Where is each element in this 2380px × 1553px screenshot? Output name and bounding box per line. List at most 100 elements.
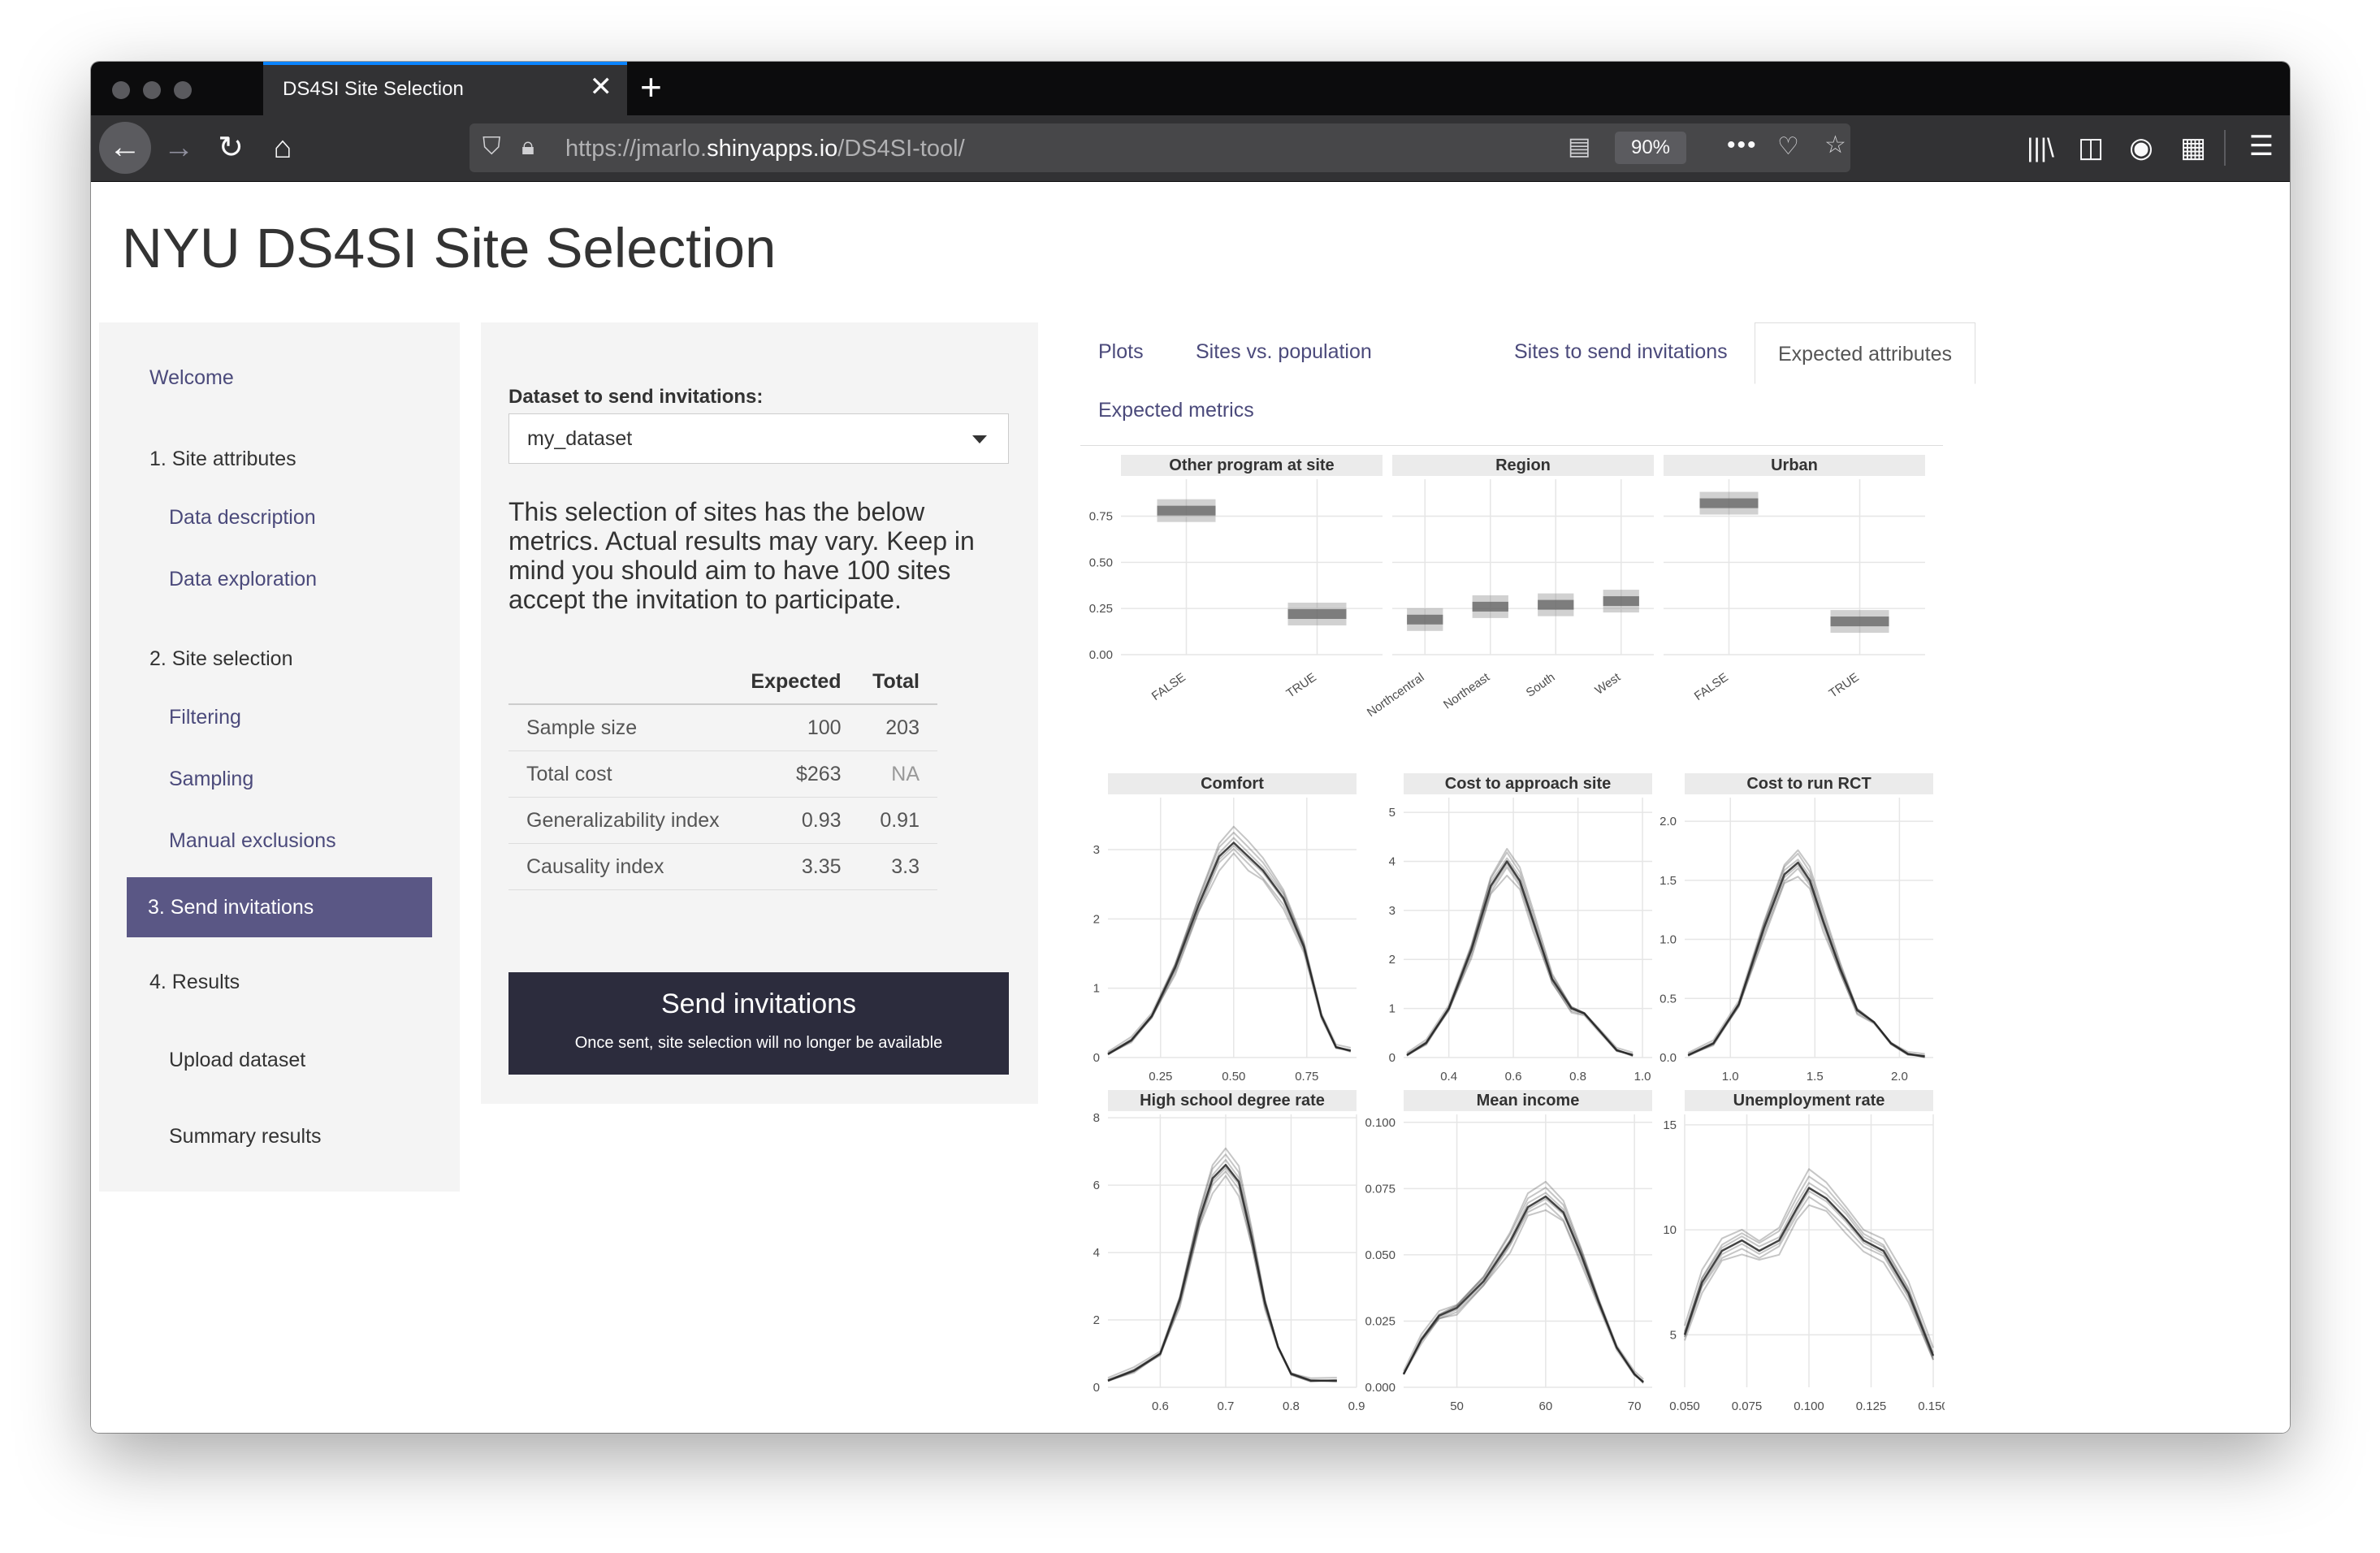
url-bar[interactable]: ⛉ 🔒︎ https://jmarlo.shinyapps.io/DS4SI-t… (470, 123, 1850, 172)
zoom-level[interactable]: 90% (1615, 132, 1686, 164)
y-tick-label: 1.5 (1660, 874, 1677, 888)
tab-plots[interactable]: Plots (1098, 340, 1144, 363)
metric-total: 203 (859, 704, 937, 751)
estimate-mark (1407, 614, 1443, 625)
metric-expected: 100 (746, 704, 859, 751)
x-tick-label: 0.25 (1149, 1070, 1172, 1084)
dataset-select[interactable]: my_dataset (508, 413, 1009, 464)
url-text[interactable]: https://jmarlo.shinyapps.io/DS4SI-tool/ (565, 136, 965, 162)
reload-icon[interactable]: ↻ (218, 131, 244, 165)
x-tick-label: 0.4 (1440, 1070, 1457, 1084)
lock-icon[interactable]: 🔒︎ (521, 133, 534, 160)
x-tick-label: 1.0 (1722, 1070, 1739, 1084)
new-tab-button[interactable]: + (640, 66, 662, 108)
chart-panel: High school degree rate 0.6 0.7 0.8 0.9 0 2 4 6 8 (1093, 1090, 1365, 1413)
x-tick-label: 0.100 (1794, 1399, 1824, 1413)
menu-icon[interactable]: ☰ (2248, 131, 2274, 162)
back-arrow-icon[interactable]: ← (99, 122, 151, 174)
page-actions-icon[interactable]: ••• (1727, 132, 1758, 158)
y-tick-label: 5 (1389, 806, 1396, 820)
x-tick-label: 0.075 (1732, 1399, 1763, 1413)
y-tick-label: 0.75 (1089, 509, 1113, 523)
extensions-grid-icon[interactable]: ▦ (2179, 132, 2207, 163)
sidebar-item-site-selection[interactable]: 2. Site selection (149, 647, 293, 670)
y-tick-label: 2 (1093, 1313, 1100, 1327)
page-title: NYU DS4SI Site Selection (122, 217, 777, 279)
navigation-bar: ← → ↻ ⌂ ⛉ 🔒︎ https://jmarlo.shinyapps.io… (91, 115, 2290, 182)
sidebar-item-data-exploration[interactable]: Data exploration (169, 568, 318, 590)
sidebar-item-site-attributes[interactable]: 1. Site attributes (149, 448, 296, 470)
control-panel: Dataset to send invitations: my_dataset … (481, 322, 1038, 1104)
tab-active-indicator (263, 62, 627, 65)
panel-strip (1685, 1090, 1933, 1111)
density-line (1684, 1182, 1934, 1356)
tab-sites-to-send-invitations[interactable]: Sites to send invitations (1514, 340, 1728, 363)
sidebar-item-sampling[interactable]: Sampling (169, 768, 254, 790)
sidebar-item-filtering[interactable]: Filtering (169, 706, 241, 729)
tab-title: DS4SI Site Selection (283, 78, 464, 100)
y-tick-label: 15 (1663, 1118, 1677, 1132)
sidebar-item-send-invitations[interactable]: 3. Send invitations (127, 877, 432, 937)
x-tick-label: 0.050 (1669, 1399, 1700, 1413)
home-icon[interactable]: ⌂ (273, 131, 292, 165)
density-line (1403, 1209, 1644, 1382)
column-header (508, 662, 747, 705)
minimize-window-button[interactable] (143, 81, 161, 99)
y-tick-label: 3 (1389, 904, 1396, 918)
dataset-select-label: Dataset to send invitations: (508, 386, 764, 408)
library-icon[interactable]: |||\ (2027, 133, 2054, 162)
maximize-window-button[interactable] (174, 81, 192, 99)
metric-name: Generalizability index (508, 797, 747, 844)
panel-strip (1392, 455, 1654, 476)
sidebar-item-manual-exclusions[interactable]: Manual exclusions (169, 829, 336, 852)
caret-down-icon (972, 435, 987, 443)
pocket-icon[interactable]: ♡ (1777, 133, 1799, 160)
sidebar-item-welcome[interactable]: Welcome (149, 366, 234, 389)
tab-expected-metrics[interactable]: Expected metrics (1098, 399, 1254, 422)
x-tick-label: 2.0 (1891, 1070, 1908, 1084)
sidebar-item-upload-dataset[interactable]: Upload dataset (169, 1049, 306, 1071)
y-tick-label: 1.0 (1660, 933, 1677, 947)
y-tick-label: 0 (1093, 1381, 1100, 1395)
y-tick-label: 0.000 (1365, 1381, 1396, 1395)
y-tick-label: 0 (1389, 1051, 1396, 1065)
y-tick-label: 0.100 (1365, 1116, 1396, 1130)
x-tick-label: 50 (1450, 1399, 1464, 1413)
x-tick-label: TRUE (1284, 670, 1319, 700)
panel-title: Region (1495, 456, 1551, 474)
density-line (1107, 1167, 1337, 1382)
tracking-shield-icon[interactable]: ⛉ (482, 133, 501, 160)
density-line (1107, 1153, 1337, 1382)
account-icon[interactable]: ◉ (2129, 132, 2153, 163)
close-window-button[interactable] (112, 81, 130, 99)
x-tick-label: Northcentral (1365, 670, 1427, 720)
close-tab-icon[interactable]: ✕ (589, 71, 613, 102)
panel-title: Unemployment rate (1733, 1092, 1885, 1110)
chart-panel: Urban FALSE TRUE (1664, 455, 1925, 703)
metric-total: NA (859, 751, 937, 798)
x-tick-label: 0.50 (1222, 1070, 1245, 1084)
density-line (1107, 1170, 1337, 1383)
sidebar-toggle-icon[interactable]: ◫ (2077, 132, 2105, 163)
y-tick-label: 0.025 (1365, 1314, 1396, 1328)
tab-sites-vs-population[interactable]: Sites vs. population (1196, 340, 1372, 363)
forward-arrow-icon[interactable]: → (163, 131, 194, 165)
panel-title: Comfort (1201, 775, 1264, 793)
sidebar-item-results[interactable]: 4. Results (149, 971, 240, 993)
send-invitations-button[interactable]: Send invitations Once sent, site selecti… (508, 972, 1009, 1075)
y-tick-label: 1 (1093, 982, 1100, 996)
reader-view-icon[interactable]: ▤ (1568, 133, 1591, 160)
chart-panel: Mean income 50 60 70 0.000 0.025 0.050 0.075 0.1… (1365, 1090, 1652, 1413)
x-tick-label: FALSE (1692, 670, 1731, 703)
sidebar-item-summary-results[interactable]: Summary results (169, 1125, 322, 1148)
estimate-mark (1157, 505, 1216, 516)
panel-strip (1404, 1090, 1652, 1111)
sidebar-item-data-description[interactable]: Data description (169, 506, 316, 529)
metrics-description: This selection of sites has the below me… (508, 497, 975, 614)
density-line-mean (1402, 1195, 1644, 1383)
tab-expected-attributes[interactable]: Expected attributes (1755, 322, 1975, 384)
y-tick-label: 0.00 (1089, 648, 1113, 662)
density-line (1107, 825, 1352, 1053)
bookmark-star-icon[interactable]: ☆ (1824, 132, 1846, 158)
browser-tab[interactable]: DS4SI Site Selection ✕ (263, 62, 627, 115)
